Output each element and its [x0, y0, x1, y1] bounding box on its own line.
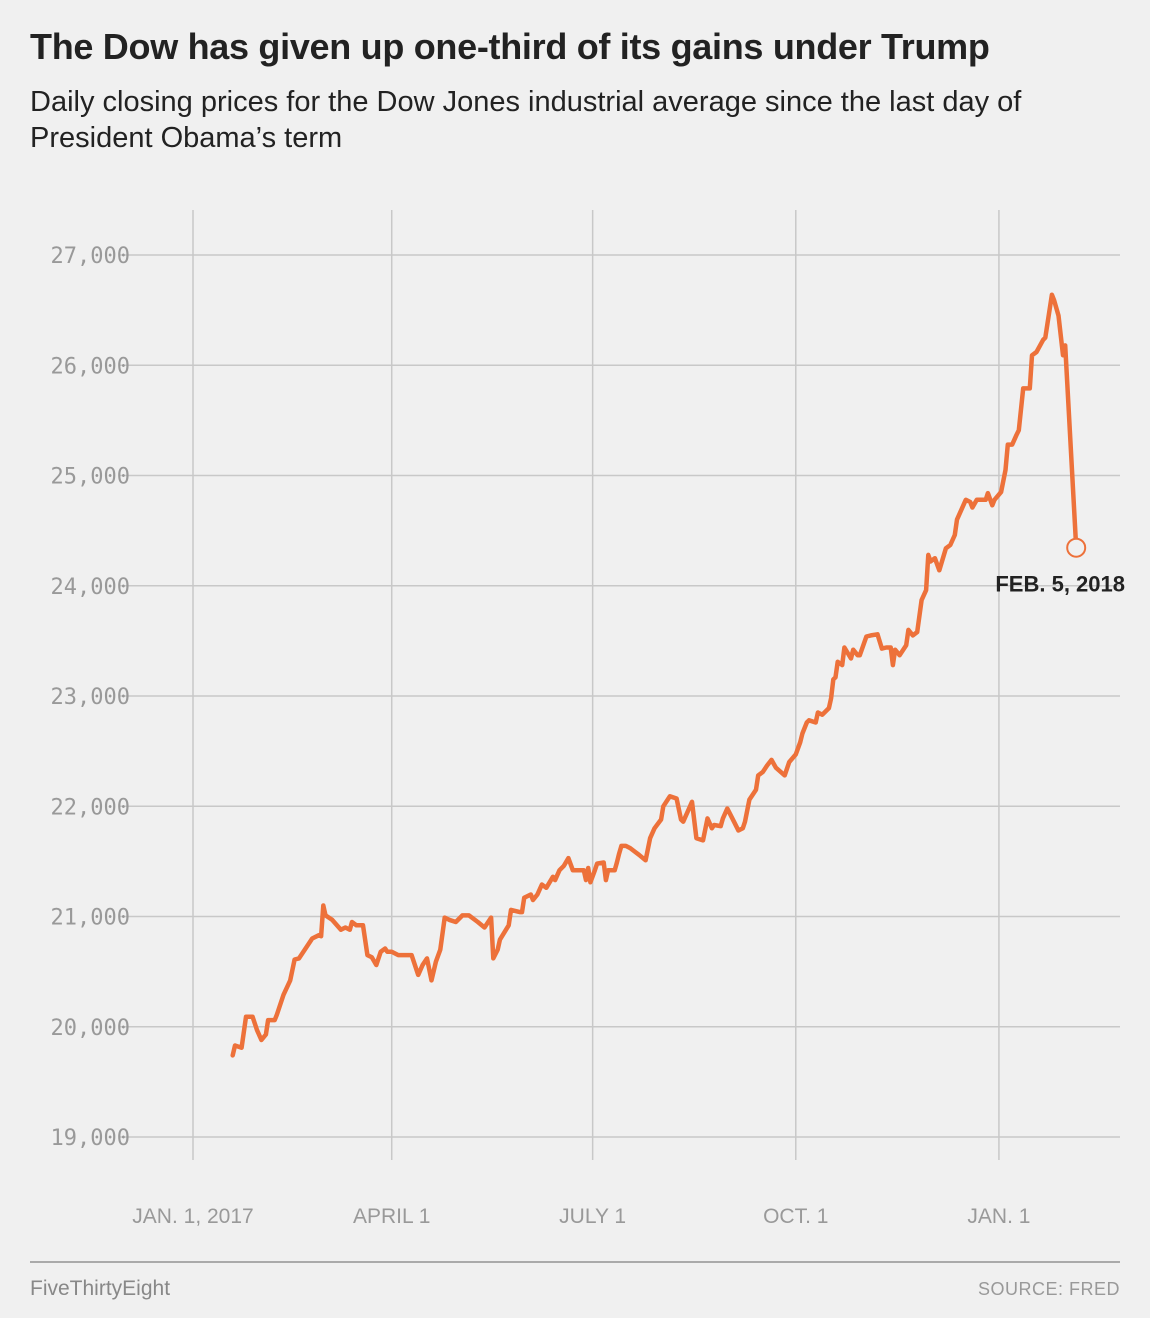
footer-divider — [30, 1261, 1120, 1263]
grid — [120, 210, 1120, 1160]
source-label: SOURCE: FRED — [977, 1279, 1120, 1299]
y-tick-label: 20,000 — [51, 1016, 130, 1041]
y-tick-label: 26,000 — [51, 354, 130, 379]
chart-title: The Dow has given up one-third of its ga… — [30, 26, 990, 67]
y-tick-label: 25,000 — [51, 465, 130, 490]
x-tick-label: JAN. 1 — [967, 1205, 1030, 1228]
y-tick-label: 21,000 — [51, 906, 130, 931]
dow-series-line — [230, 292, 1079, 1058]
x-tick-label: APRIL 1 — [353, 1205, 430, 1228]
chart-subtitle: Daily closing prices for the Dow Jones i… — [30, 86, 1022, 154]
y-tick-label: 23,000 — [51, 685, 130, 710]
x-tick-label: OCT. 1 — [763, 1205, 828, 1228]
annotation-label: FEB. 5, 2018 — [995, 572, 1125, 597]
x-axis: JAN. 1, 2017 APRIL 1 JULY 1 OCT. 1 JAN. 1 — [132, 1205, 1030, 1228]
endpoint-marker — [1066, 537, 1087, 558]
x-tick-label: JULY 1 — [559, 1205, 626, 1228]
brand-label: FiveThirtyEight — [30, 1277, 171, 1300]
y-tick-label: 27,000 — [51, 244, 130, 269]
y-tick-label: 24,000 — [51, 575, 130, 600]
x-tick-label: JAN. 1, 2017 — [132, 1205, 253, 1228]
y-axis: 19,000 20,000 21,000 22,000 23,000 24,000 25,0… — [51, 244, 130, 1151]
y-tick-label: 22,000 — [51, 795, 130, 820]
y-tick-label: 19,000 — [51, 1126, 130, 1151]
